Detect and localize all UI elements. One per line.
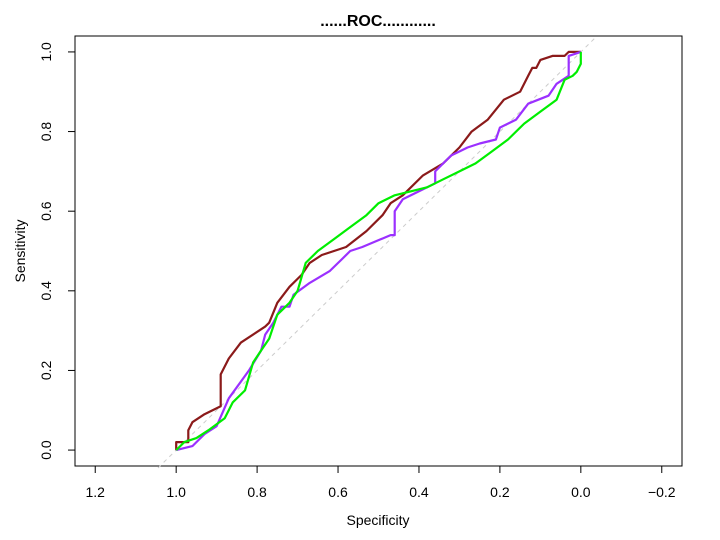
x-tick-label: −0.2: [648, 484, 676, 500]
y-tick-label: 0.8: [38, 122, 54, 142]
chart-title: ......ROC............: [320, 13, 436, 30]
y-axis-ticks: 0.0 0.2 0.4 0.6 0.8 1.0: [38, 42, 75, 460]
reference-diagonal-line: [157, 35, 598, 469]
x-tick-label: 1.2: [85, 484, 105, 500]
y-tick-label: 0.4: [38, 281, 54, 301]
y-axis-title: Sensitivity: [12, 219, 28, 282]
x-axis-ticks: 1.2 1.0 0.8 0.6 0.4 0.2 0.0 −0.2: [85, 466, 676, 500]
plot-area: [157, 35, 598, 469]
x-tick-label: 0.6: [328, 484, 348, 500]
x-tick-label: 0.2: [490, 484, 510, 500]
y-tick-label: 1.0: [38, 42, 54, 62]
roc-curve-1: [175, 50, 581, 451]
x-tick-label: 0.8: [247, 484, 267, 500]
x-tick-label: 0.0: [571, 484, 591, 500]
roc-curve-3: [175, 51, 582, 451]
x-tick-label: 1.0: [166, 484, 186, 500]
x-axis-title: Specificity: [346, 512, 409, 528]
x-tick-label: 0.4: [409, 484, 429, 500]
y-tick-label: 0.0: [38, 440, 54, 460]
y-tick-label: 0.6: [38, 201, 54, 221]
y-tick-label: 0.2: [38, 361, 54, 381]
